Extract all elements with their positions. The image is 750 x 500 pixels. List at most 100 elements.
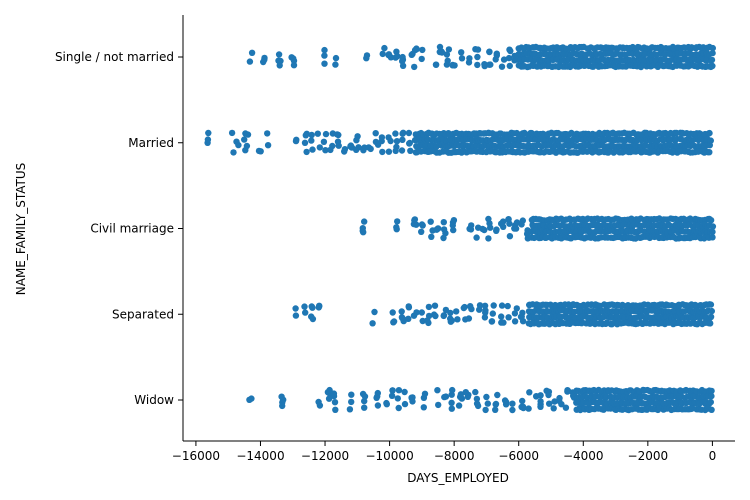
data-point bbox=[325, 395, 333, 402]
data-point bbox=[445, 46, 453, 53]
x-axis-ticks: −16000 −14000 −12000 −10000 −8000 −6000 −4000 −… bbox=[172, 441, 716, 463]
data-point bbox=[466, 225, 473, 232]
data-point bbox=[369, 320, 376, 327]
data-point bbox=[484, 400, 491, 407]
data-point bbox=[248, 49, 256, 56]
data-point bbox=[204, 136, 212, 143]
data-point bbox=[408, 51, 415, 58]
data-point bbox=[481, 314, 489, 321]
data-point bbox=[385, 148, 393, 155]
data-point bbox=[546, 400, 553, 407]
data-point bbox=[450, 217, 458, 224]
data-point bbox=[498, 302, 506, 309]
y-tick-label: Married bbox=[128, 136, 174, 150]
data-point bbox=[465, 315, 473, 322]
data-point bbox=[500, 56, 508, 63]
data-point bbox=[486, 61, 493, 68]
data-point bbox=[301, 303, 308, 310]
data-point bbox=[315, 304, 322, 311]
data-point bbox=[447, 309, 454, 317]
data-point bbox=[399, 136, 406, 143]
data-point bbox=[486, 220, 493, 227]
data-point bbox=[309, 315, 317, 323]
data-point bbox=[454, 316, 461, 323]
data-point bbox=[707, 217, 715, 224]
data-point bbox=[425, 303, 433, 311]
data-point bbox=[390, 318, 398, 325]
data-point bbox=[332, 61, 339, 68]
data-point bbox=[526, 389, 533, 396]
data-point bbox=[244, 131, 252, 138]
data-point bbox=[361, 218, 368, 225]
data-point bbox=[394, 218, 401, 225]
data-point bbox=[493, 227, 500, 234]
data-point bbox=[314, 130, 321, 137]
data-point bbox=[331, 399, 339, 406]
data-point bbox=[388, 392, 396, 399]
data-point bbox=[483, 393, 490, 401]
data-point bbox=[709, 234, 716, 241]
data-point bbox=[707, 301, 715, 308]
data-point bbox=[316, 144, 323, 151]
data-point bbox=[302, 132, 309, 139]
data-point bbox=[709, 223, 717, 230]
data-point bbox=[473, 395, 481, 403]
data-point bbox=[308, 137, 315, 144]
data-point bbox=[348, 391, 355, 398]
y-axis-ticks: Single / not married Married Civil marriag… bbox=[55, 50, 183, 407]
data-point bbox=[322, 147, 329, 154]
y-tick-label: Separated bbox=[112, 307, 174, 321]
data-point bbox=[348, 398, 355, 406]
x-tick-label: −8000 bbox=[434, 449, 475, 463]
data-point bbox=[550, 405, 557, 412]
data-point bbox=[315, 398, 322, 406]
y-tick-label: Single / not married bbox=[55, 50, 174, 64]
data-point bbox=[525, 405, 532, 412]
data-point bbox=[486, 48, 493, 55]
data-point bbox=[485, 235, 492, 242]
data-point bbox=[401, 400, 409, 408]
data-point bbox=[401, 388, 408, 396]
data-point bbox=[707, 313, 715, 320]
data-point bbox=[709, 49, 716, 57]
data-point bbox=[419, 222, 426, 229]
data-point bbox=[394, 395, 401, 402]
data-point bbox=[383, 401, 390, 408]
data-point bbox=[509, 406, 516, 414]
data-point bbox=[537, 392, 544, 399]
data-point bbox=[398, 147, 406, 154]
data-point bbox=[255, 147, 263, 155]
data-point bbox=[476, 306, 483, 313]
data-point bbox=[365, 144, 372, 151]
data-point bbox=[473, 400, 481, 407]
x-tick-label: −4000 bbox=[563, 449, 604, 463]
data-point bbox=[363, 52, 371, 59]
data-point bbox=[264, 142, 272, 149]
data-point bbox=[405, 129, 413, 137]
data-point bbox=[428, 233, 435, 240]
data-point bbox=[474, 61, 481, 69]
data-point bbox=[482, 406, 489, 414]
data-point bbox=[440, 312, 447, 320]
data-point bbox=[393, 224, 400, 231]
data-point bbox=[453, 308, 460, 315]
data-point bbox=[361, 393, 369, 400]
data-point bbox=[406, 140, 413, 147]
data-point bbox=[393, 138, 401, 145]
y-axis-title: NAME_FAMILY_STATUS bbox=[14, 163, 28, 295]
data-point bbox=[500, 223, 507, 230]
data-point bbox=[374, 402, 382, 409]
data-point bbox=[398, 308, 405, 315]
data-point bbox=[420, 404, 427, 411]
data-point bbox=[490, 302, 497, 309]
data-point bbox=[448, 405, 455, 412]
data-point bbox=[504, 302, 511, 310]
data-point bbox=[405, 303, 412, 310]
data-point bbox=[321, 52, 328, 59]
data-point bbox=[335, 142, 342, 149]
data-point bbox=[353, 146, 360, 153]
data-point bbox=[537, 398, 544, 405]
data-point bbox=[387, 137, 394, 145]
data-point bbox=[455, 402, 463, 409]
